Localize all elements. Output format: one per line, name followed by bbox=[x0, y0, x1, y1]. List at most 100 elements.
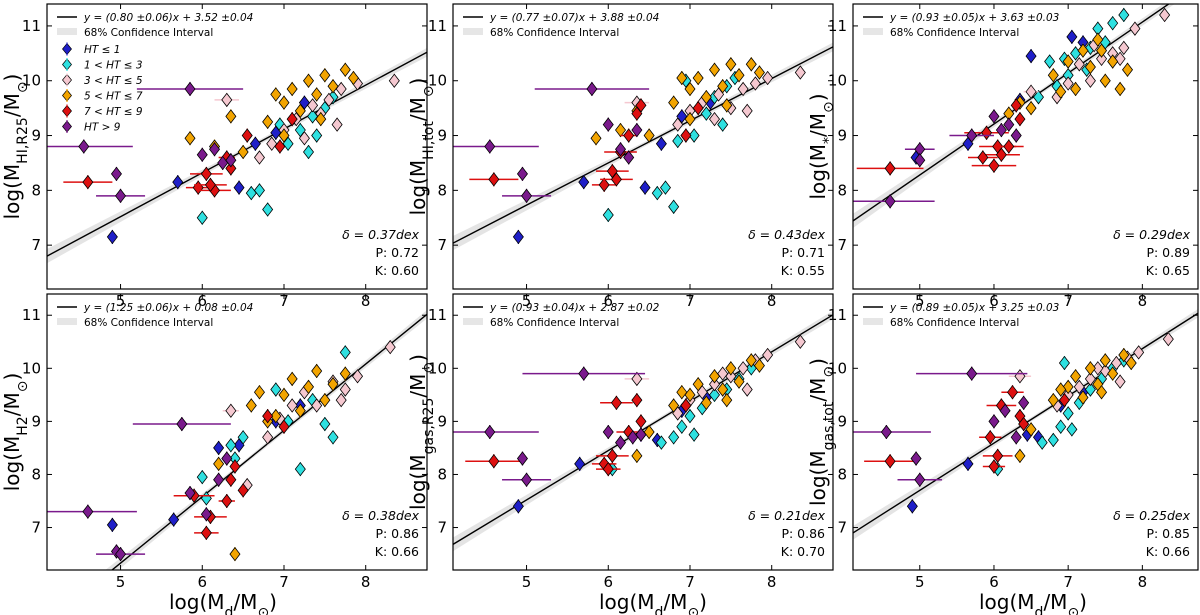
point-marker bbox=[721, 392, 733, 408]
point-marker bbox=[753, 65, 765, 80]
point-marker bbox=[700, 395, 712, 410]
data-point bbox=[502, 188, 552, 203]
point-marker bbox=[521, 188, 533, 203]
stat-pearson: P: 0.89 bbox=[1146, 245, 1190, 260]
data-point bbox=[1062, 76, 1074, 91]
data-point bbox=[512, 499, 524, 514]
data-point bbox=[741, 382, 753, 397]
axes-frame bbox=[452, 3, 834, 290]
point-marker bbox=[884, 454, 896, 469]
legend-ci-label: 68% Confidence Interval bbox=[84, 27, 213, 39]
y-tick-label: 8 bbox=[837, 181, 847, 199]
data-point bbox=[709, 62, 721, 77]
data-point bbox=[692, 100, 704, 116]
data-point bbox=[516, 166, 528, 182]
data-point bbox=[684, 111, 696, 127]
data-point bbox=[1023, 84, 1039, 99]
data-point bbox=[1077, 43, 1089, 58]
data-point bbox=[331, 117, 343, 132]
point-marker bbox=[1118, 7, 1130, 23]
point-marker bbox=[610, 395, 622, 410]
y-tick-label: 7 bbox=[31, 236, 41, 254]
point-marker bbox=[1107, 16, 1119, 31]
data-point bbox=[672, 133, 684, 149]
data-point bbox=[110, 166, 122, 182]
point-marker bbox=[1062, 406, 1074, 421]
data-point bbox=[196, 147, 208, 162]
data-point bbox=[225, 472, 237, 487]
data-point bbox=[225, 438, 237, 453]
point-marker bbox=[1118, 347, 1130, 363]
point-marker bbox=[168, 512, 180, 527]
point-marker bbox=[270, 408, 282, 424]
point-marker bbox=[680, 128, 692, 143]
point-marker bbox=[1099, 353, 1111, 368]
data-point bbox=[1025, 100, 1037, 116]
point-marker bbox=[688, 128, 700, 143]
panel-p4: 5 6 7 8 7 8 9 10 11 log(MH2/M⊙) y = (1.25 ±0.06)x … bbox=[0, 293, 428, 591]
data-point bbox=[319, 392, 331, 408]
data-point bbox=[229, 459, 241, 474]
data-point bbox=[988, 109, 1000, 124]
point-marker bbox=[676, 419, 688, 434]
point-marker bbox=[602, 424, 614, 440]
data-point bbox=[1084, 73, 1096, 88]
point-marker bbox=[512, 499, 524, 514]
point-marker bbox=[225, 153, 237, 168]
data-point bbox=[680, 128, 692, 143]
data-point bbox=[615, 435, 627, 450]
point-marker bbox=[1096, 385, 1108, 400]
data-point bbox=[864, 454, 917, 469]
data-point bbox=[1129, 21, 1141, 36]
x-tick-label: 8 bbox=[1138, 292, 1148, 310]
data-point bbox=[596, 448, 629, 464]
data-point bbox=[733, 374, 745, 389]
point-marker bbox=[1110, 355, 1122, 371]
data-point bbox=[196, 469, 208, 485]
point-marker bbox=[623, 150, 635, 165]
point-marker bbox=[1084, 59, 1096, 75]
point-marker bbox=[966, 366, 978, 381]
point-marker bbox=[1114, 374, 1126, 389]
data-point bbox=[1092, 361, 1104, 376]
point-marker bbox=[635, 427, 647, 442]
point-marker bbox=[278, 387, 290, 403]
data-point bbox=[1032, 90, 1044, 105]
point-marker bbox=[221, 92, 233, 108]
axes-frame bbox=[852, 3, 1199, 290]
legend-ci-swatch bbox=[57, 28, 77, 35]
axes-frame bbox=[46, 293, 428, 571]
point-marker bbox=[253, 183, 265, 198]
x-tick-label: 6 bbox=[603, 573, 613, 591]
data-point bbox=[916, 366, 1028, 381]
data-point bbox=[1133, 345, 1145, 360]
y-tick-label: 11 bbox=[22, 306, 41, 324]
x-tick-label: 6 bbox=[197, 573, 207, 591]
data-point bbox=[615, 122, 627, 138]
point-marker bbox=[988, 414, 1000, 429]
x-tick-label: 7 bbox=[1063, 573, 1073, 591]
data-point bbox=[639, 180, 651, 195]
data-point bbox=[1008, 369, 1032, 384]
point-marker bbox=[1092, 32, 1104, 47]
data-point bbox=[655, 136, 667, 151]
point-marker bbox=[737, 361, 749, 376]
point-marker bbox=[688, 427, 700, 442]
point-marker bbox=[721, 98, 733, 113]
data-point bbox=[596, 461, 621, 477]
point-marker bbox=[610, 172, 622, 187]
point-marker bbox=[745, 353, 757, 368]
data-point bbox=[237, 430, 249, 445]
data-point bbox=[225, 109, 237, 124]
y-tick-label: 9 bbox=[31, 412, 41, 430]
point-marker bbox=[655, 435, 667, 450]
data-point bbox=[1047, 68, 1059, 83]
point-marker bbox=[668, 199, 680, 214]
plot-area bbox=[853, 4, 1175, 228]
data-point bbox=[1096, 43, 1108, 58]
point-marker bbox=[762, 347, 774, 363]
x-axis-label-col-1: log(Md/M⊙) bbox=[169, 590, 277, 615]
point-marker bbox=[1162, 331, 1174, 347]
point-marker bbox=[484, 139, 496, 154]
data-point bbox=[225, 153, 237, 168]
